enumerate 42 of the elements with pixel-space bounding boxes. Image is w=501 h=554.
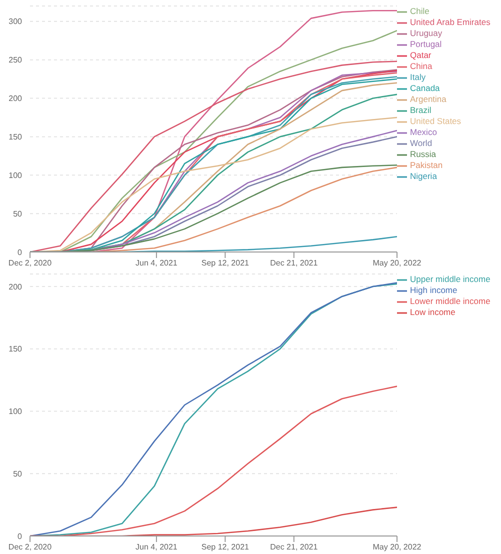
legend-label: United States [410,116,462,127]
x-tick-label: Jun 4, 2021 [136,542,178,552]
legend-label: Pakistan [410,160,443,171]
legend-label: Italy [410,72,426,83]
y-tick-label: 300 [8,17,23,26]
y-tick-label: 50 [13,469,23,478]
legend-label: Brazil [410,105,432,116]
legend-label: Canada [410,83,440,94]
legend-label: World [410,138,432,149]
legend-label: Portugal [410,39,442,50]
y-tick-label: 150 [8,344,23,354]
x-tick-label: Jun 4, 2021 [136,258,178,268]
y-tick-label: 200 [8,282,23,292]
x-tick-label: Sep 12, 2021 [201,258,250,268]
legend-label: Nigeria [410,171,437,182]
x-tick-label: Sep 12, 2021 [201,542,250,552]
legend-label: Mexico [410,127,437,138]
x-tick-label: Dec 2, 2020 [8,258,52,268]
y-tick-label: 150 [8,132,23,142]
legend-label: Lower middle income [410,296,490,307]
legend-label: China [410,61,432,72]
legend-label: High income [410,285,458,296]
legend-label: Chile [410,6,430,17]
legend-label: Argentina [410,94,446,105]
y-tick-label: 250 [8,56,23,65]
legend-label: Qatar [410,50,432,61]
legend-label: Upper middle income [410,274,490,285]
legend-label: United Arab Emirates [410,17,490,28]
x-tick-label: Dec 21, 2021 [270,258,318,268]
legend-label: Russia [410,149,436,160]
y-tick-label: 0 [18,532,23,541]
x-tick-label: Dec 21, 2021 [270,542,318,552]
y-tick-label: 50 [13,209,23,218]
y-tick-label: 100 [8,407,23,416]
y-tick-label: 200 [8,94,23,104]
x-tick-label: May 20, 2022 [372,258,422,268]
legend-label: Low income [410,307,456,318]
legend-label: Uruguay [410,28,442,39]
x-tick-label: Dec 2, 2020 [8,542,52,552]
y-tick-label: 0 [18,248,23,257]
y-tick-label: 100 [8,170,23,180]
x-tick-label: May 20, 2022 [372,542,422,552]
